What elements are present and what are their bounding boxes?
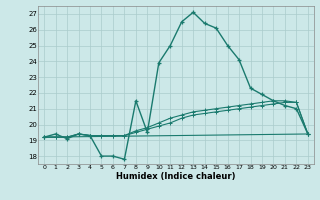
X-axis label: Humidex (Indice chaleur): Humidex (Indice chaleur) (116, 172, 236, 181)
